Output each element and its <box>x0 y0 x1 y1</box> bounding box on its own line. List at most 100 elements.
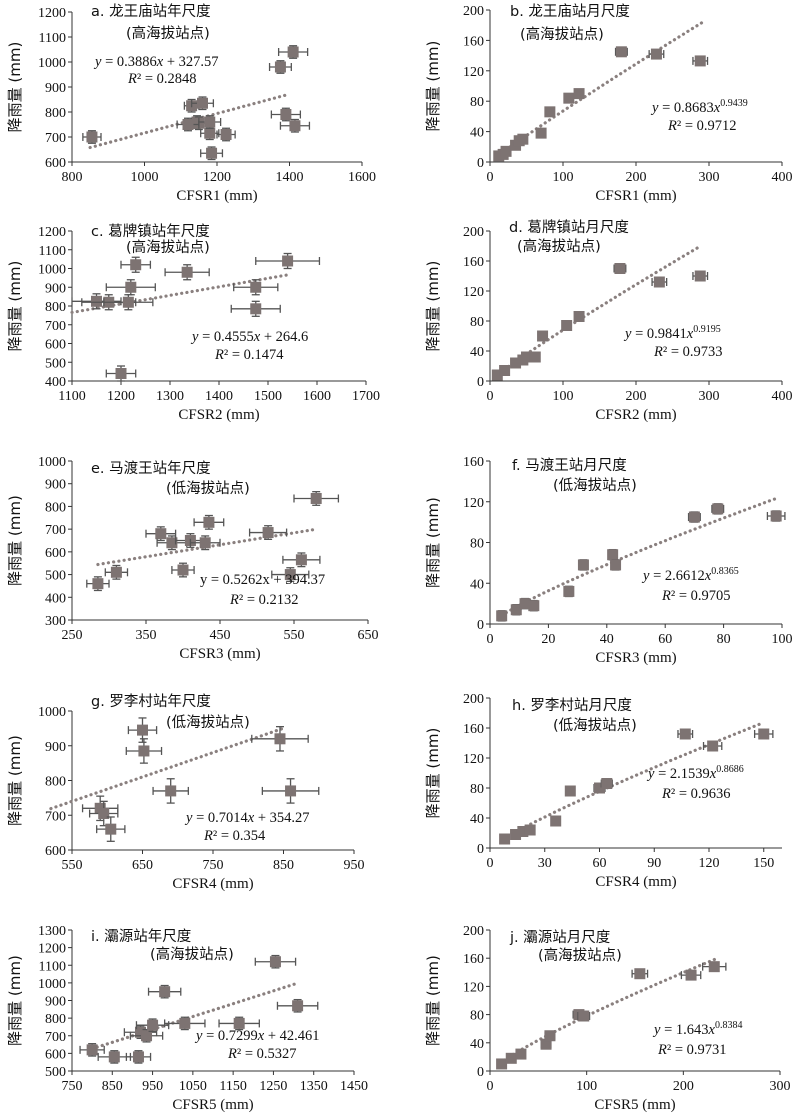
x-tick-label: 0 <box>487 856 494 871</box>
y-tick-label: 200 <box>463 924 484 939</box>
data-point <box>108 1051 120 1063</box>
data-point <box>688 511 700 523</box>
y-tick-label: 0 <box>477 156 484 171</box>
data-point <box>544 106 556 118</box>
panel-title: d. 葛牌镇站月尺度 <box>509 219 629 236</box>
data-point <box>159 986 171 998</box>
x-tick-label: 60 <box>658 632 672 647</box>
data-point <box>653 276 665 288</box>
data-point <box>500 145 512 157</box>
x-tick-label: 1400 <box>276 170 304 185</box>
y-axis-label: 降雨量 (mm) <box>424 261 442 352</box>
y-tick-label: 800 <box>45 106 66 121</box>
x-tick-label: 300 <box>770 1079 791 1094</box>
data-point <box>284 569 296 581</box>
data-point <box>166 537 178 549</box>
data-point <box>269 956 281 968</box>
data-point <box>274 733 286 745</box>
data-point <box>92 578 104 590</box>
data-point <box>310 492 322 504</box>
panel-a: 800 1000 1200 1400 1600 600 700 800 900 1000 1100 1… <box>6 3 376 204</box>
data-point <box>537 330 549 342</box>
data-point <box>125 281 137 293</box>
x-axis-label: CFSR2 (mm) <box>595 407 676 423</box>
y-tick-label: 1100 <box>39 244 66 259</box>
data-point <box>561 320 573 331</box>
r-squared: R² = 0.9712 <box>667 118 737 134</box>
x-tick-label: 400 <box>772 389 793 404</box>
x-tick-label: 0 <box>487 170 494 185</box>
data-point <box>233 1017 245 1029</box>
panel-f: 0 20 40 60 80 100 0 40 80 120 160 CFSR3 (mm) 降雨量 (mm… <box>424 455 793 666</box>
panel-subtitle: (低海拔站点) <box>553 717 637 734</box>
y-tick-label: 800 <box>45 300 66 315</box>
y-tick-label: 40 <box>470 126 484 141</box>
y-tick-label: 1200 <box>38 6 66 21</box>
trend-line <box>500 496 778 618</box>
data-point <box>250 281 262 293</box>
panel-subtitle: (低海拔站点) <box>166 480 250 497</box>
x-tick-label: 650 <box>358 628 379 643</box>
x-tick-label: 1200 <box>203 170 231 185</box>
y-tick-label: 160 <box>463 455 484 470</box>
trend-line <box>501 722 762 841</box>
panel-title: b. 龙王庙站月尺度 <box>510 3 630 20</box>
data-point <box>292 1000 304 1012</box>
r-squared: R² = 0.354 <box>203 828 266 844</box>
x-tick-label: 1500 <box>254 389 282 404</box>
x-tick-label: 1700 <box>352 389 380 404</box>
data-point <box>177 564 189 576</box>
data-point <box>115 368 127 379</box>
r-squared: R² = 0.9705 <box>661 588 731 604</box>
data-point <box>274 61 286 73</box>
y-tick-label: 500 <box>45 569 66 584</box>
y-tick-label: 1300 <box>38 924 66 939</box>
y-tick-label: 800 <box>45 775 66 790</box>
r-squared: R² = 0.9733 <box>653 344 723 360</box>
data-point <box>505 1052 517 1064</box>
y-tick-label: 1000 <box>38 263 66 278</box>
x-tick-label: 100 <box>553 389 574 404</box>
x-tick-label: 950 <box>142 1079 163 1094</box>
data-point <box>712 503 724 515</box>
x-tick-label: 650 <box>132 858 153 873</box>
x-tick-label: 30 <box>538 856 552 871</box>
y-tick-label: 200 <box>463 225 484 240</box>
data-point <box>634 968 646 980</box>
y-axis-label: 降雨量 (mm) <box>6 261 24 352</box>
y-tick-label: 900 <box>45 81 66 96</box>
y-tick-label: 200 <box>463 4 484 19</box>
y-tick-label: 1200 <box>38 942 66 957</box>
trend-line <box>495 21 704 158</box>
data-point <box>517 826 529 837</box>
data-point <box>594 782 605 794</box>
x-tick-label: 200 <box>626 170 647 185</box>
data-point <box>694 270 706 282</box>
data-point <box>499 365 511 376</box>
x-tick-label: 1600 <box>303 389 331 404</box>
x-tick-label: 800 <box>62 170 83 185</box>
data-point <box>204 127 216 139</box>
data-point <box>91 295 102 307</box>
panel-subtitle: (高海拔站点) <box>520 26 604 43</box>
y-tick-label: 120 <box>463 752 484 767</box>
x-tick-label: 120 <box>699 856 720 871</box>
x-tick-label: 0 <box>487 389 494 404</box>
y-tick-label: 80 <box>470 1009 484 1024</box>
x-tick-label: 300 <box>699 389 720 404</box>
regression-equation: y = 0.4555x + 264.6 <box>190 329 308 345</box>
panel-title: c. 葛牌镇站年尺度 <box>91 223 210 240</box>
panel-h: 0 30 60 90 120 150 0 40 80 120 160 200 CFSR4 (mm) 降雨量… <box>424 692 782 890</box>
data-point <box>289 120 301 132</box>
panel-subtitle: (低海拔站点) <box>553 477 637 494</box>
y-tick-label: 600 <box>45 844 66 859</box>
x-tick-label: 80 <box>717 632 731 647</box>
data-point <box>578 1010 590 1022</box>
x-tick-label: 1300 <box>156 389 184 404</box>
trend-line <box>49 726 286 811</box>
data-point <box>521 351 532 363</box>
y-tick-label: 600 <box>45 338 66 353</box>
y-tick-label: 600 <box>45 1047 66 1062</box>
data-point <box>496 1058 508 1070</box>
data-point <box>601 778 613 789</box>
